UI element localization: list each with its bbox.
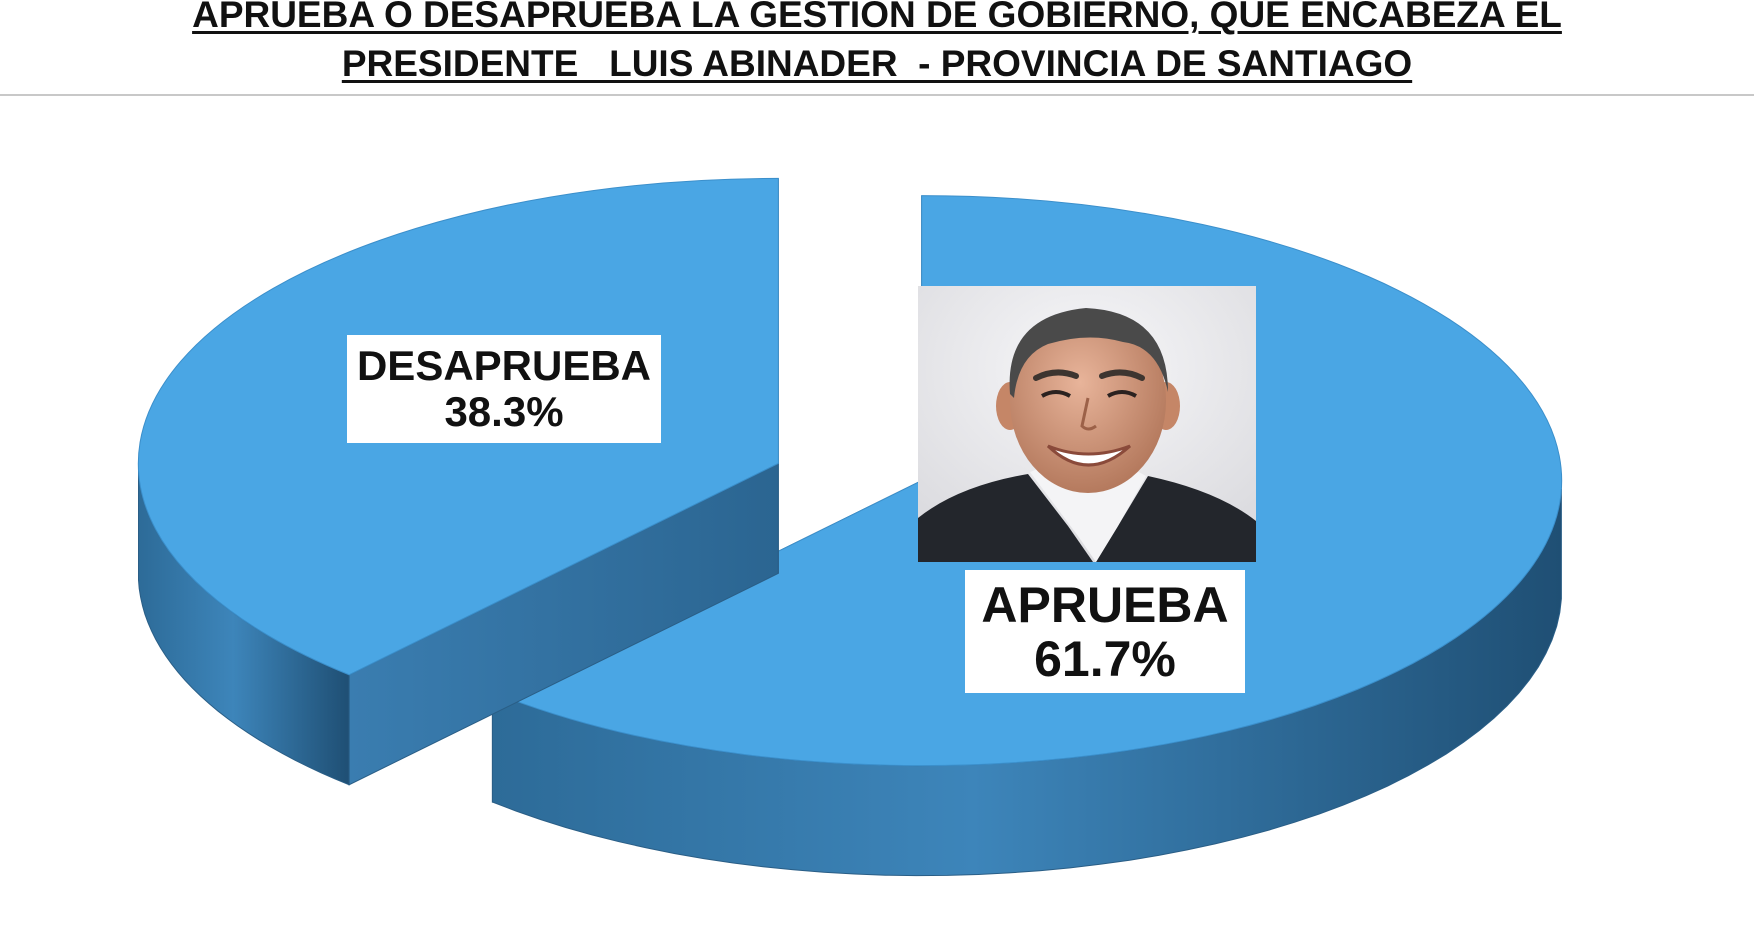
- title-divider: [0, 94, 1754, 96]
- aprueba-value: 61.7%: [1034, 631, 1176, 687]
- chart-title-line-2: PRESIDENTE LUIS ABINADER - PROVINCIA DE …: [341, 43, 1413, 84]
- desaprueba-label: DESAPRUEBA 38.3%: [347, 335, 661, 443]
- chart-title: APRUEBA O DESAPRUEBA LA GESTION DE GOBIE…: [0, 0, 1754, 88]
- portrait-photo-icon: [918, 286, 1256, 562]
- desaprueba-label-text: DESAPRUEBA: [356, 342, 652, 389]
- desaprueba-value: 38.3%: [444, 388, 564, 435]
- aprueba-label: APRUEBA 61.7%: [965, 570, 1245, 693]
- aprueba-label-text: APRUEBA: [981, 577, 1229, 633]
- chart-title-line-1: APRUEBA O DESAPRUEBA LA GESTION DE GOBIE…: [192, 0, 1562, 35]
